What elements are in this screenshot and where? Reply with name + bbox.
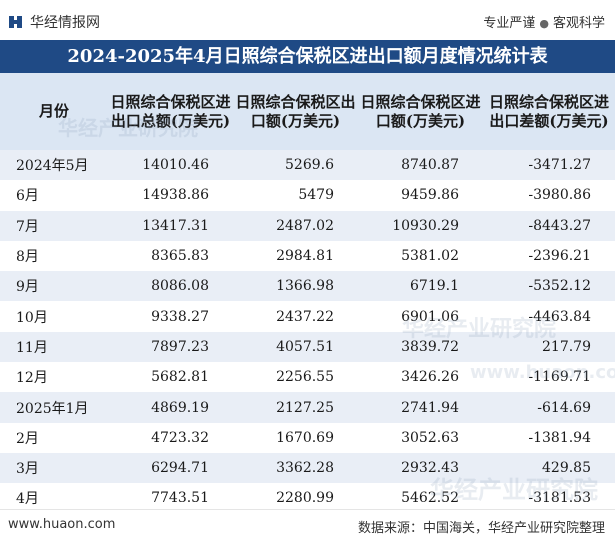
import-cell: 3839.72 xyxy=(358,331,483,363)
logo-icon xyxy=(9,16,22,28)
total-cell: 14010.46 xyxy=(108,150,233,181)
balance-cell: 217.79 xyxy=(483,331,615,363)
total-cell: 6294.71 xyxy=(108,452,233,484)
import-cell: 5381.02 xyxy=(358,240,483,272)
month-cell: 12月 xyxy=(0,362,108,393)
slogan-right: 客观科学 xyxy=(552,16,605,31)
footer: www.huaon.com 数据来源：中国海关，华经产业研究院整理 xyxy=(0,509,615,540)
balance-cell: -3980.86 xyxy=(483,180,615,211)
table-row: 7月 13417.31 2487.02 10930.29 -8443.27 xyxy=(0,210,615,241)
total-cell: 9338.27 xyxy=(108,301,233,332)
month-cell: 8月 xyxy=(0,240,108,272)
balance-cell: -4463.84 xyxy=(483,301,615,332)
slogan-separator: ● xyxy=(539,17,549,30)
total-cell: 7897.23 xyxy=(108,331,233,363)
import-cell: 9459.86 xyxy=(358,180,483,211)
month-cell: 10月 xyxy=(0,301,108,332)
table-row: 2025年1月 4869.19 2127.25 2741.94 -614.69 xyxy=(0,392,615,423)
export-cell: 2487.02 xyxy=(233,210,358,241)
table-row: 11月 7897.23 4057.51 3839.72 217.79 xyxy=(0,331,615,363)
month-cell: 7月 xyxy=(0,210,108,241)
balance-cell: -3181.53 xyxy=(483,483,615,514)
month-cell: 2025年1月 xyxy=(0,392,108,423)
balance-cell: -3471.27 xyxy=(483,150,615,181)
table-row: 8月 8365.83 2984.81 5381.02 -2396.21 xyxy=(0,240,615,272)
month-cell: 3月 xyxy=(0,452,108,484)
total-cell: 5682.81 xyxy=(108,362,233,393)
table-row: 3月 6294.71 3362.28 2932.43 429.85 xyxy=(0,452,615,484)
column-header-import: 日照综合保税区进口额(万美元) xyxy=(358,73,483,150)
import-cell: 2741.94 xyxy=(358,392,483,423)
export-cell: 2280.99 xyxy=(233,483,358,514)
import-cell: 8740.87 xyxy=(358,150,483,181)
top-bar: 华经情报网 专业严谨 ● 客观科学 xyxy=(0,0,615,40)
column-header-month: 月份 xyxy=(0,73,108,150)
export-cell: 2256.55 xyxy=(233,362,358,393)
table-header-row: 月份 日照综合保税区进出口总额(万美元) 日照综合保税区出口额(万美元) 日照综… xyxy=(0,73,615,150)
column-header-export: 日照综合保税区出口额(万美元) xyxy=(233,73,358,150)
footer-source: 数据来源：中国海关，华经产业研究院整理 xyxy=(357,521,605,536)
month-cell: 11月 xyxy=(0,331,108,363)
export-cell: 5479 xyxy=(233,180,358,211)
logo-text: 华经情报网 xyxy=(30,15,100,31)
month-cell: 2024年5月 xyxy=(0,150,108,181)
import-cell: 3426.26 xyxy=(358,362,483,393)
table-row: 12月 5682.81 2256.55 3426.26 -1169.71 xyxy=(0,362,615,393)
table-row: 6月 14938.86 5479 9459.86 -3980.86 xyxy=(0,180,615,211)
balance-cell: -8443.27 xyxy=(483,210,615,241)
total-cell: 4869.19 xyxy=(108,392,233,423)
export-cell: 2984.81 xyxy=(233,240,358,272)
export-cell: 4057.51 xyxy=(233,331,358,363)
data-table: 月份 日照综合保税区进出口总额(万美元) 日照综合保税区出口额(万美元) 日照综… xyxy=(0,73,615,514)
import-cell: 2932.43 xyxy=(358,452,483,484)
column-header-balance: 日照综合保税区进出口差额(万美元) xyxy=(483,73,615,150)
table-title: 2024-2025年4月日照综合保税区进出口额月度情况统计表 xyxy=(0,40,615,73)
column-header-total: 日照综合保税区进出口总额(万美元) xyxy=(108,73,233,150)
month-cell: 2月 xyxy=(0,422,108,453)
total-cell: 8365.83 xyxy=(108,240,233,272)
table-row: 4月 7743.51 2280.99 5462.52 -3181.53 xyxy=(0,483,615,514)
table-row: 2月 4723.32 1670.69 3052.63 -1381.94 xyxy=(0,422,615,453)
balance-cell: -1169.71 xyxy=(483,362,615,393)
total-cell: 8086.08 xyxy=(108,271,233,302)
export-cell: 1366.98 xyxy=(233,271,358,302)
import-cell: 3052.63 xyxy=(358,422,483,453)
export-cell: 1670.69 xyxy=(233,422,358,453)
balance-cell: -614.69 xyxy=(483,392,615,423)
import-cell: 10930.29 xyxy=(358,210,483,241)
import-cell: 6901.06 xyxy=(358,301,483,332)
month-cell: 9月 xyxy=(0,271,108,302)
total-cell: 13417.31 xyxy=(108,210,233,241)
table-row: 10月 9338.27 2437.22 6901.06 -4463.84 xyxy=(0,301,615,332)
table-row: 2024年5月 14010.46 5269.6 8740.87 -3471.27 xyxy=(0,150,615,181)
slogan-left: 专业严谨 xyxy=(483,16,536,31)
balance-cell: 429.85 xyxy=(483,452,615,484)
total-cell: 4723.32 xyxy=(108,422,233,453)
export-cell: 3362.28 xyxy=(233,452,358,484)
month-cell: 6月 xyxy=(0,180,108,211)
export-cell: 2437.22 xyxy=(233,301,358,332)
total-cell: 14938.86 xyxy=(108,180,233,211)
export-cell: 2127.25 xyxy=(233,392,358,423)
export-cell: 5269.6 xyxy=(233,150,358,181)
import-cell: 6719.1 xyxy=(358,271,483,302)
table-row: 9月 8086.08 1366.98 6719.1 -5352.12 xyxy=(0,271,615,302)
total-cell: 7743.51 xyxy=(108,483,233,514)
balance-cell: -5352.12 xyxy=(483,271,615,302)
footer-website: www.huaon.com xyxy=(8,517,116,532)
balance-cell: -2396.21 xyxy=(483,240,615,272)
slogan: 专业严谨 ● 客观科学 xyxy=(483,12,605,31)
import-cell: 5462.52 xyxy=(358,483,483,514)
month-cell: 4月 xyxy=(0,483,108,514)
balance-cell: -1381.94 xyxy=(483,422,615,453)
